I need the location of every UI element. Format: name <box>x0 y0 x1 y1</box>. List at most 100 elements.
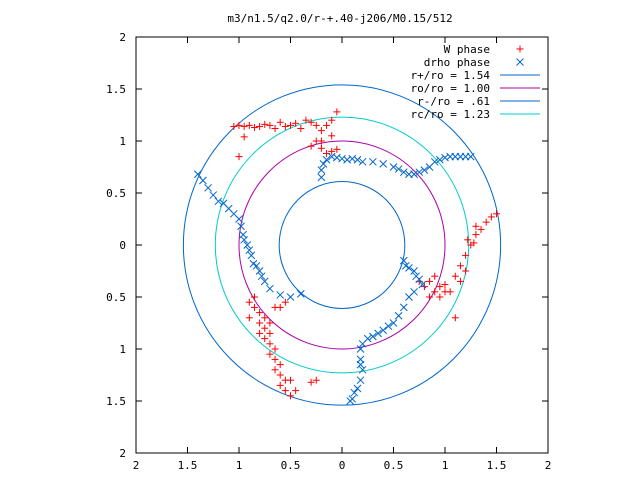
w-phase-point <box>333 108 341 116</box>
w-phase-point <box>436 293 444 301</box>
w-phase-point <box>266 319 274 327</box>
w-phase-point <box>312 121 320 129</box>
x-tick-label: 2 <box>133 459 140 472</box>
drho-phase-point <box>332 153 341 162</box>
w-phase-point <box>328 132 336 140</box>
drho-phase-point <box>358 157 367 166</box>
w-phase-point <box>271 355 279 363</box>
legend-label: W phase <box>444 43 490 56</box>
drho-phase-point <box>348 154 357 163</box>
drho-phase-point <box>235 215 243 223</box>
y-tick-label: 1 <box>119 343 126 356</box>
radius-circle <box>278 181 406 309</box>
w-phase-point <box>261 324 269 332</box>
drho-phase-point <box>358 339 367 348</box>
drho-phase-point <box>240 235 249 244</box>
w-phase-point <box>245 298 253 306</box>
w-phase-point <box>297 125 305 133</box>
w-phase-point <box>287 376 294 384</box>
y-tick-label: 1.5 <box>106 83 126 96</box>
drho-phase-point <box>420 166 429 174</box>
w-phase-point <box>302 116 310 124</box>
w-phase-point <box>323 121 331 129</box>
y-tick-label: 0.5 <box>106 187 126 200</box>
drho-phase-point <box>418 280 427 289</box>
w-phase-point <box>276 361 284 369</box>
y-tick-label: 2 <box>119 447 126 460</box>
y-tick-label: 1 <box>119 135 126 148</box>
w-phase-point <box>281 122 289 130</box>
w-phase-point <box>271 345 279 353</box>
w-phase-point <box>261 335 269 343</box>
drho-phase-point <box>435 155 444 164</box>
legend-label: r-/ro = .61 <box>417 95 490 108</box>
drho-phase-point <box>239 230 247 239</box>
w-phase-point <box>307 118 315 126</box>
w-phase-point <box>426 277 434 285</box>
w-phase-point <box>431 272 439 280</box>
w-phase-point <box>245 314 253 322</box>
w-phase-point <box>328 116 336 124</box>
w-phase-point <box>250 303 258 311</box>
w-phase-point <box>441 288 449 296</box>
drho-phase-point <box>350 388 359 397</box>
w-phase-point <box>462 251 470 259</box>
drho-phase-point <box>296 290 305 298</box>
x-tick-label: 0.5 <box>384 459 404 472</box>
drho-phase-point <box>379 160 388 168</box>
drho-phase-point <box>399 168 408 177</box>
w-phase-point <box>292 387 300 395</box>
drho-phase-point <box>266 284 274 293</box>
w-phase-point <box>287 392 294 400</box>
w-phase-point <box>240 133 248 141</box>
drho-phase-point <box>405 293 413 301</box>
drho-phase-point <box>338 154 346 163</box>
legend-label: ro/ro = 1.00 <box>411 82 490 95</box>
w-phase-point <box>472 231 480 239</box>
w-phase-point <box>261 120 269 128</box>
w-phase-point <box>493 210 500 218</box>
w-phase-point <box>250 293 258 301</box>
drho-phase-point <box>394 311 403 320</box>
w-phase-point <box>256 122 264 130</box>
drho-phase-point <box>245 246 254 255</box>
drho-phase-point <box>243 241 252 249</box>
w-phase-point <box>235 121 243 129</box>
drho-phase-point <box>389 319 398 327</box>
x-tick-label: 0.5 <box>281 459 301 472</box>
w-phase-point <box>271 125 279 133</box>
radius-circle <box>182 84 502 406</box>
w-phase-point <box>276 118 284 126</box>
w-phase-point <box>477 225 485 233</box>
x-tick-label: 0 <box>339 459 346 472</box>
drho-phase-point <box>389 163 398 171</box>
w-phase-point <box>271 366 279 374</box>
drho-phase-point <box>286 293 295 301</box>
w-phase-point <box>266 329 274 337</box>
drho-phase-point <box>199 176 207 185</box>
w-phase-point <box>328 147 336 155</box>
w-phase-point <box>462 267 470 275</box>
y-tick-label: 0 <box>119 239 126 252</box>
w-phase-point <box>261 314 269 322</box>
drho-phase-point <box>252 261 261 270</box>
w-phase-point <box>256 329 264 337</box>
y-tick-label: 2 <box>119 31 126 44</box>
w-phase-point <box>333 145 341 153</box>
w-phase-point <box>235 153 243 161</box>
w-phase-point <box>271 303 279 311</box>
drho-phase-point <box>415 168 424 177</box>
w-phase-point <box>266 350 274 358</box>
drho-phase-point <box>356 345 365 353</box>
w-phase-point <box>487 213 495 221</box>
w-phase-point <box>470 239 478 247</box>
drho-phase-point <box>260 277 269 286</box>
drho-phase-point <box>322 155 331 164</box>
w-phase-point <box>250 123 258 131</box>
drho-phase-point <box>237 222 245 231</box>
drho-phase-point <box>255 267 264 275</box>
w-phase-point <box>451 314 459 322</box>
x-tick-label: 1 <box>236 459 243 472</box>
drho-phase-point <box>356 376 365 385</box>
drho-phase-point <box>358 365 367 374</box>
